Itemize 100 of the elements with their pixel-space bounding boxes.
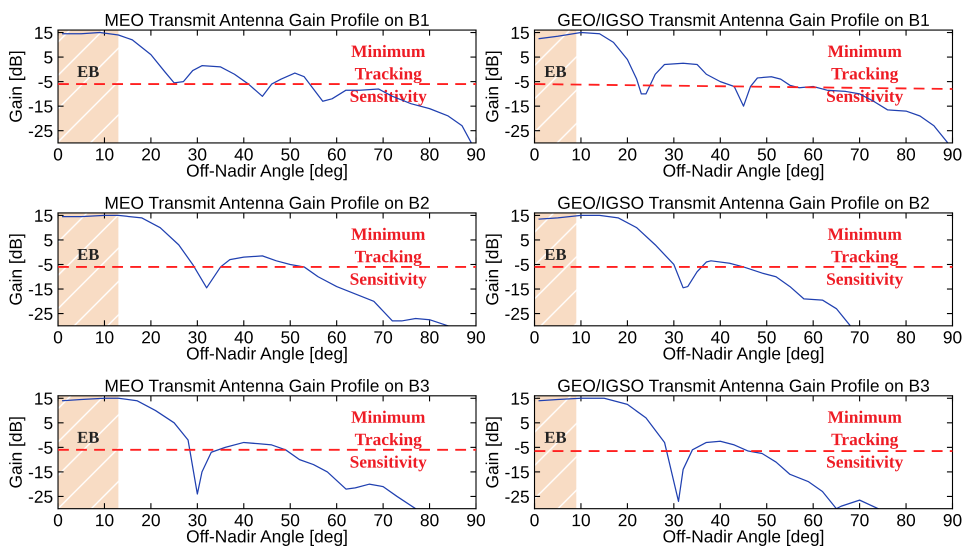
y-tick-label: -15	[505, 283, 529, 296]
x-tick-label: 60	[328, 514, 346, 526]
line-series	[538, 32, 948, 143]
chart-title: MEO Transmit Antenna Gain Profile on B3	[106, 379, 429, 392]
x-axis-title: Off-Nadir Angle [deg]	[186, 164, 347, 180]
x-tick-label: 10	[572, 148, 590, 161]
y-tick-label: 15	[35, 210, 52, 222]
band-label: EB	[544, 248, 566, 260]
chart-title: GEO/IGSO Transmit Antenna Gain Profile on B1	[558, 13, 929, 26]
y-axis-title: Gain [dB]	[9, 234, 26, 305]
y-axis-title: Gain [dB]	[486, 417, 502, 488]
annotation: Minimum Tracking Sensitivity	[350, 228, 427, 288]
chart-title: GEO/IGSO Transmit Antenna Gain Profile on B3	[558, 379, 929, 392]
x-axis-title: Off-Nadir Angle [deg]	[663, 164, 824, 180]
x-tick-label: 20	[142, 331, 160, 344]
y-axis-title: Gain [dB]	[486, 234, 502, 305]
x-tick-label: 80	[420, 514, 439, 526]
y-tick-label: -5	[514, 442, 529, 454]
x-tick-label: 80	[897, 148, 916, 161]
x-tick-label: 30	[188, 148, 206, 161]
y-tick-label: 5	[520, 417, 529, 430]
x-tick-label: 10	[572, 331, 590, 344]
x-tick-label: 60	[804, 331, 822, 344]
x-tick-label: 80	[897, 331, 916, 344]
y-tick-label: -25	[505, 308, 529, 320]
y-tick-label: -5	[38, 442, 52, 454]
y-axis-title: Gain [dB]	[9, 52, 26, 122]
x-axis-title: Off-Nadir Angle [deg]	[663, 346, 824, 364]
y-tick-label: -25	[505, 124, 529, 138]
x-tick-label: 40	[234, 514, 253, 526]
x-tick-label: 50	[758, 148, 776, 161]
x-tick-label: 90	[944, 331, 962, 344]
x-tick-label: 50	[758, 514, 776, 526]
y-tick-label: 5	[44, 417, 52, 430]
x-tick-label: 30	[664, 514, 683, 526]
y-tick-label: -5	[38, 258, 52, 271]
x-tick-label: 90	[467, 148, 485, 161]
x-tick-label: 90	[944, 514, 962, 526]
x-tick-label: 0	[530, 514, 539, 526]
band-label: EB	[544, 66, 566, 78]
x-tick-label: 40	[234, 148, 253, 161]
annotation: Minimum Tracking Sensitivity	[350, 410, 427, 472]
line-series	[62, 214, 449, 326]
x-tick-label: 30	[664, 148, 683, 161]
x-tick-label: 90	[944, 148, 962, 161]
band-label: EB	[77, 66, 99, 78]
y-tick-label: -25	[505, 490, 529, 503]
y-tick-label: 15	[35, 392, 52, 405]
x-tick-label: 0	[530, 148, 539, 161]
x-axis-title: Off-Nadir Angle [deg]	[186, 530, 347, 546]
annotation: Minimum Tracking Sensitivity	[827, 228, 904, 288]
y-tick-label: -25	[28, 308, 52, 320]
x-tick-label: 0	[530, 331, 539, 344]
band-label: EB	[77, 248, 99, 260]
chart-title: MEO Transmit Antenna Gain Profile on B1	[106, 13, 429, 26]
y-tick-label: 15	[512, 210, 529, 222]
line-series	[62, 32, 472, 143]
y-tick-label: -15	[505, 100, 529, 113]
x-tick-label: 60	[328, 148, 346, 161]
chart-title: GEO/IGSO Transmit Antenna Gain Profile on B2	[558, 196, 929, 209]
x-tick-label: 10	[96, 331, 114, 344]
annotation: Minimum Tracking Sensitivity	[827, 410, 904, 472]
x-tick-label: 70	[850, 148, 869, 161]
x-tick-label: 80	[420, 331, 439, 344]
y-tick-label: 15	[512, 26, 529, 39]
x-tick-label: 30	[188, 514, 206, 526]
x-tick-label: 50	[281, 331, 300, 344]
x-tick-label: 0	[54, 148, 62, 161]
x-tick-label: 10	[96, 514, 114, 526]
x-tick-label: 20	[142, 148, 160, 161]
x-tick-label: 80	[897, 514, 916, 526]
x-tick-label: 60	[804, 514, 822, 526]
x-tick-label: 60	[328, 331, 346, 344]
x-tick-label: 30	[188, 331, 206, 344]
band-label: EB	[77, 432, 99, 443]
y-tick-label: -15	[28, 283, 52, 296]
x-tick-label: 40	[711, 331, 730, 344]
x-tick-label: 10	[96, 148, 114, 161]
x-tick-label: 60	[804, 148, 822, 161]
x-tick-label: 40	[711, 514, 730, 526]
x-tick-label: 20	[618, 148, 636, 161]
x-tick-label: 40	[711, 148, 730, 161]
y-tick-label: 15	[35, 26, 52, 39]
x-tick-label: 30	[664, 331, 683, 344]
x-tick-label: 20	[142, 514, 160, 526]
x-tick-label: 70	[374, 514, 392, 526]
x-tick-label: 80	[420, 148, 439, 161]
y-tick-label: -25	[28, 124, 52, 138]
y-axis-title: Gain [dB]	[9, 417, 26, 488]
y-tick-label: -5	[38, 76, 52, 88]
x-tick-label: 90	[467, 514, 485, 526]
x-tick-label: 90	[467, 331, 485, 344]
x-tick-label: 50	[758, 331, 776, 344]
y-tick-label: -15	[505, 466, 529, 478]
band-label: EB	[544, 432, 566, 443]
x-tick-label: 70	[374, 148, 392, 161]
x-tick-label: 0	[54, 331, 62, 344]
chart-title: MEO Transmit Antenna Gain Profile on B2	[106, 196, 429, 209]
x-tick-label: 70	[850, 514, 869, 526]
y-tick-label: -5	[514, 258, 529, 271]
